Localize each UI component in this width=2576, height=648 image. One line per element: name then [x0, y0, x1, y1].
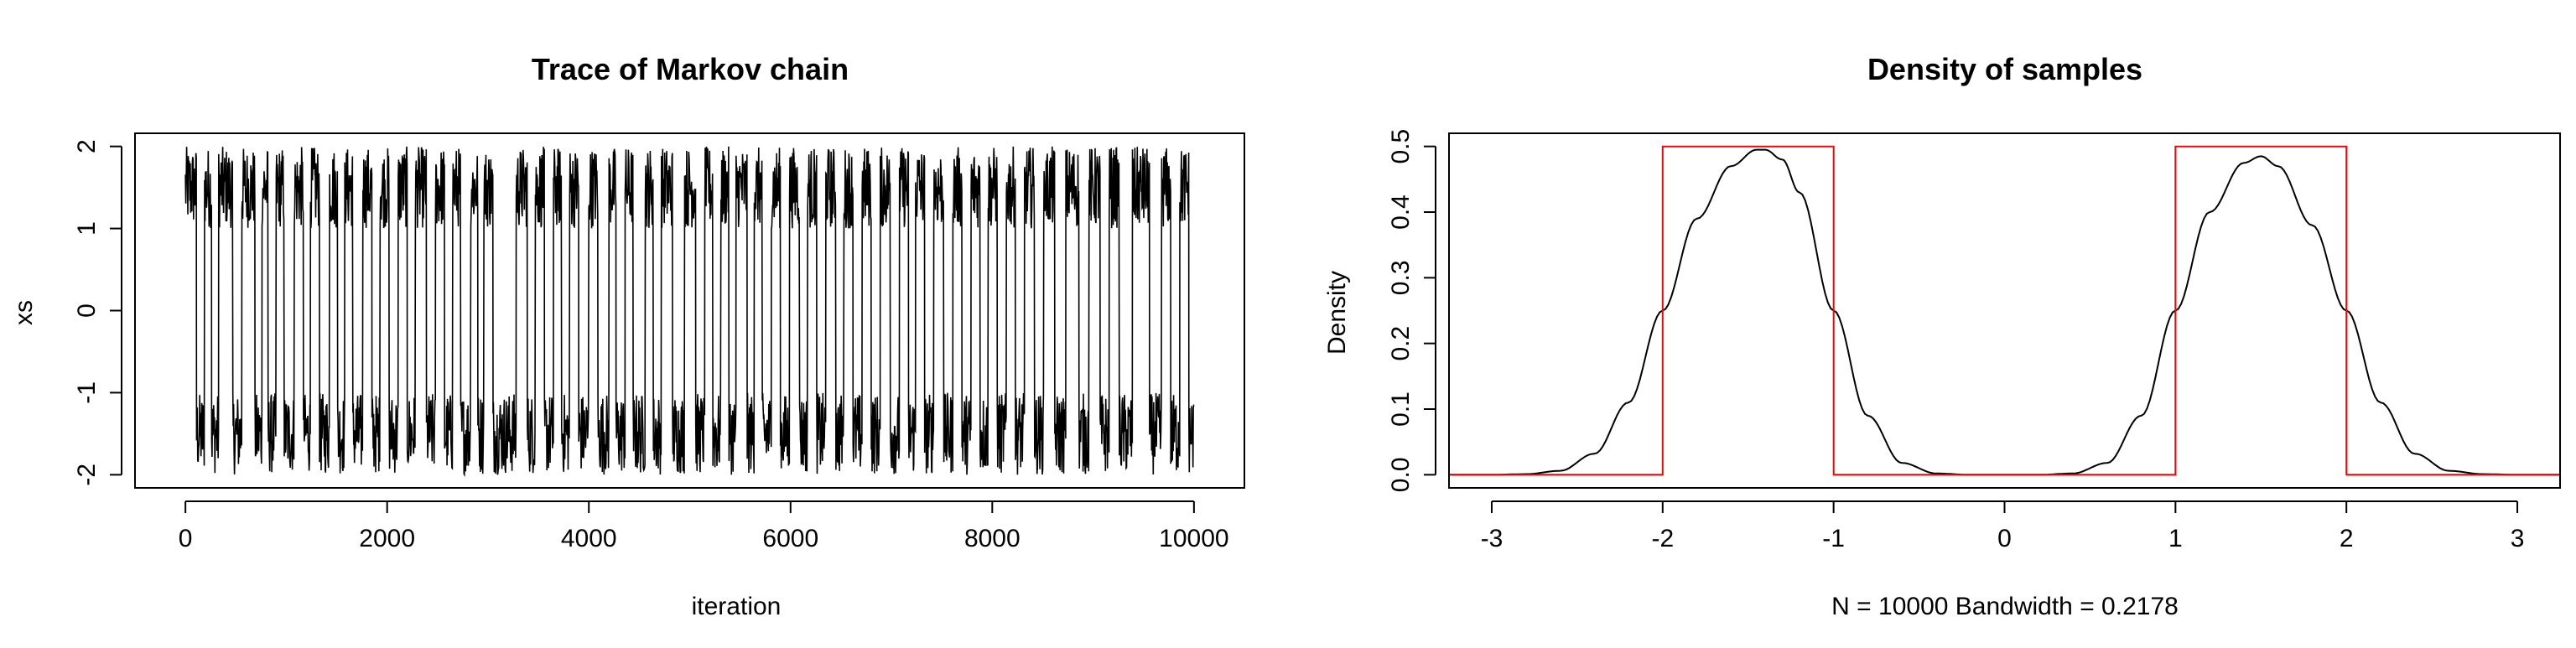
trace-x-tick-label: 10000 [1159, 525, 1228, 552]
trace-x-tick-label: 4000 [561, 525, 617, 552]
trace-xlabel: iteration [692, 593, 782, 620]
density-x-tick-label: -2 [1651, 525, 1674, 552]
trace-y-tick-label: 2 [73, 139, 101, 153]
density-y-tick-label: 0.2 [1387, 326, 1415, 361]
trace-ylabel: xs [10, 300, 38, 325]
density-kde-line [1449, 148, 2560, 476]
trace-plot: Trace of Markov chain iteration xs 0 2000… [10, 52, 1245, 620]
density-x-tick-label: 3 [2511, 525, 2525, 552]
density-x-tick-label: 2 [2340, 525, 2354, 552]
density-x-tick-label: 1 [2168, 525, 2183, 552]
trace-line [184, 146, 1195, 478]
density-axes: -3 -2 -1 0 1 2 3 0.0 0.1 0.2 0.3 0.4 0.5 [1387, 129, 2524, 552]
trace-x-tick-label: 6000 [762, 525, 818, 552]
density-series [1449, 145, 2560, 476]
trace-y-tick-label: -2 [73, 464, 101, 486]
trace-y-tick-label: -1 [73, 381, 101, 404]
trace-y-tick-label: 0 [73, 303, 101, 318]
trace-series [184, 146, 1195, 478]
density-y-tick-label: 0.5 [1387, 129, 1415, 164]
density-y-tick-label: 0.4 [1387, 194, 1415, 230]
density-y-tick-label: 0.0 [1387, 457, 1415, 492]
trace-x-tick-label: 2000 [359, 525, 415, 552]
trace-axes: 0 2000 4000 6000 8000 10000 -2 -1 0 1 2 [73, 139, 1229, 552]
density-x-tick-label: 0 [1997, 525, 2012, 552]
density-y-tick-label: 0.1 [1387, 391, 1415, 427]
trace-x-tick-label: 0 [179, 525, 193, 552]
density-xlabel: N = 10000 Bandwidth = 0.2178 [1831, 593, 2179, 620]
trace-title: Trace of Markov chain [532, 52, 849, 86]
density-y-tick-label: 0.3 [1387, 260, 1415, 295]
trace-plot-box [134, 132, 1245, 489]
density-title: Density of samples [1867, 52, 2142, 86]
density-x-tick-label: -1 [1822, 525, 1845, 552]
density-x-tick-label: -3 [1481, 525, 1504, 552]
trace-y-tick-label: 1 [73, 221, 101, 236]
density-ylabel: Density [1323, 271, 1351, 355]
trace-x-tick-label: 8000 [964, 525, 1021, 552]
density-plot: Density of samples N = 10000 Bandwidth =… [1323, 52, 2561, 620]
density-plot-box [1448, 132, 2561, 489]
density-target-line [1449, 145, 2560, 476]
